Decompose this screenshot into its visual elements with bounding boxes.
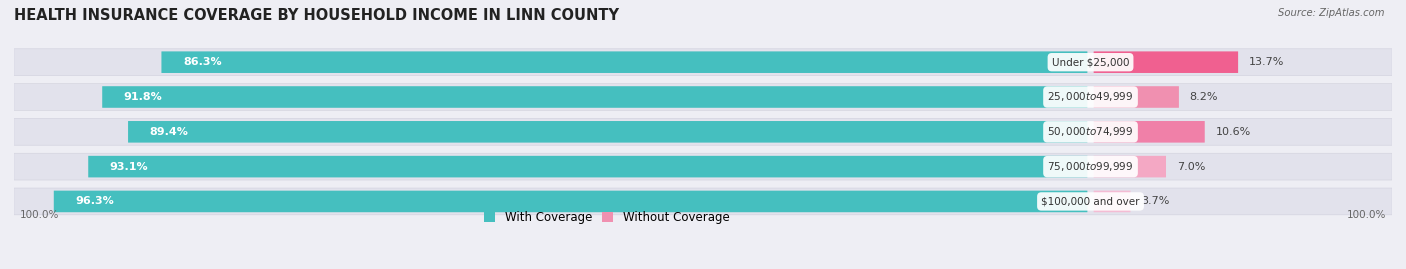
- Text: Under $25,000: Under $25,000: [1052, 57, 1129, 67]
- FancyBboxPatch shape: [89, 156, 1087, 178]
- FancyBboxPatch shape: [14, 49, 1392, 76]
- FancyBboxPatch shape: [14, 153, 1392, 180]
- FancyBboxPatch shape: [53, 191, 1087, 212]
- Legend: With Coverage, Without Coverage: With Coverage, Without Coverage: [479, 206, 734, 229]
- Text: 91.8%: 91.8%: [124, 92, 163, 102]
- FancyBboxPatch shape: [162, 51, 1087, 73]
- Text: $75,000 to $99,999: $75,000 to $99,999: [1047, 160, 1133, 173]
- Text: $25,000 to $49,999: $25,000 to $49,999: [1047, 90, 1133, 104]
- Text: 10.6%: 10.6%: [1215, 127, 1251, 137]
- FancyBboxPatch shape: [1094, 121, 1205, 143]
- Text: HEALTH INSURANCE COVERAGE BY HOUSEHOLD INCOME IN LINN COUNTY: HEALTH INSURANCE COVERAGE BY HOUSEHOLD I…: [14, 8, 619, 23]
- Text: 89.4%: 89.4%: [149, 127, 188, 137]
- FancyBboxPatch shape: [1094, 86, 1178, 108]
- FancyBboxPatch shape: [14, 188, 1392, 215]
- Text: 7.0%: 7.0%: [1177, 162, 1205, 172]
- Text: 3.7%: 3.7%: [1142, 196, 1170, 206]
- Text: $100,000 and over: $100,000 and over: [1042, 196, 1140, 206]
- Text: 100.0%: 100.0%: [20, 210, 59, 220]
- FancyBboxPatch shape: [1094, 191, 1130, 212]
- FancyBboxPatch shape: [128, 121, 1087, 143]
- Text: 13.7%: 13.7%: [1249, 57, 1284, 67]
- Text: 100.0%: 100.0%: [1347, 210, 1386, 220]
- FancyBboxPatch shape: [1094, 156, 1166, 178]
- Text: 96.3%: 96.3%: [76, 196, 114, 206]
- Text: Source: ZipAtlas.com: Source: ZipAtlas.com: [1278, 8, 1385, 18]
- FancyBboxPatch shape: [103, 86, 1087, 108]
- FancyBboxPatch shape: [1094, 51, 1239, 73]
- FancyBboxPatch shape: [14, 84, 1392, 110]
- FancyBboxPatch shape: [14, 118, 1392, 145]
- Text: 86.3%: 86.3%: [183, 57, 222, 67]
- Text: 93.1%: 93.1%: [110, 162, 149, 172]
- Text: $50,000 to $74,999: $50,000 to $74,999: [1047, 125, 1133, 138]
- Text: 8.2%: 8.2%: [1189, 92, 1218, 102]
